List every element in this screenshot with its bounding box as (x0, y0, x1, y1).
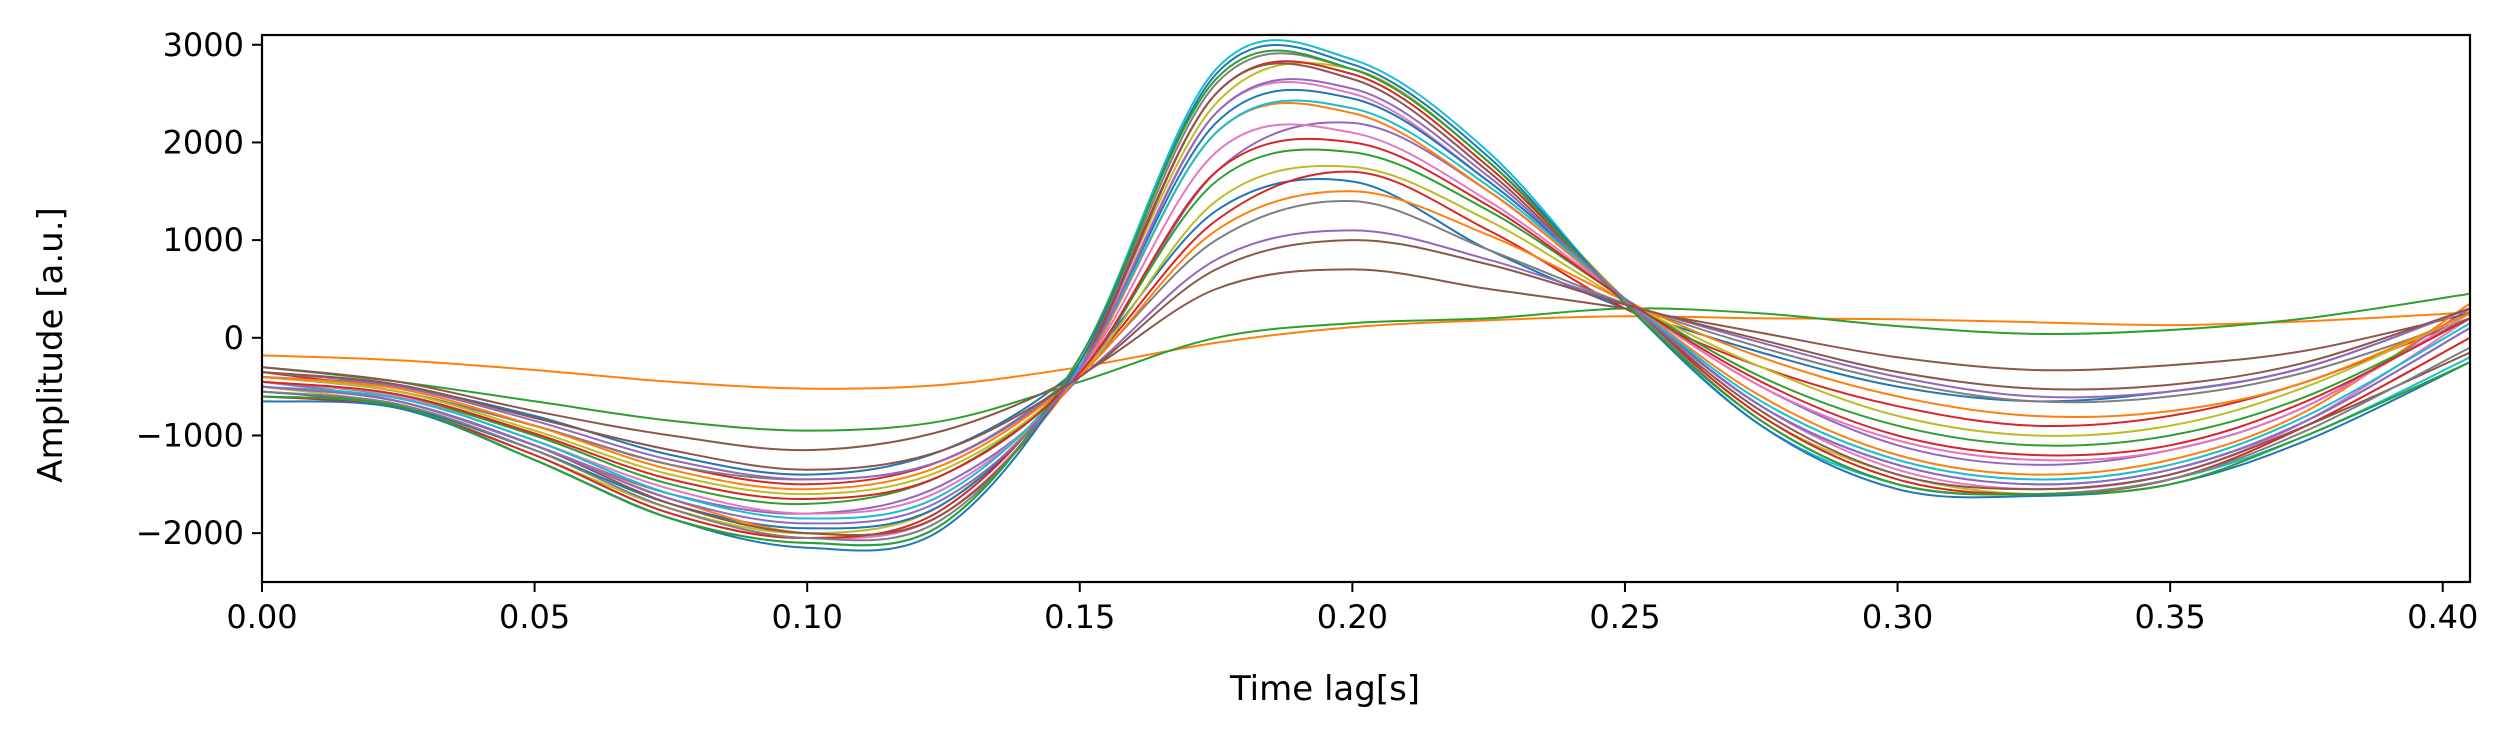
series-line-1 (262, 178, 2470, 476)
series-line-19 (262, 164, 2470, 496)
y-tick-label: 0 (224, 319, 244, 357)
y-axis-label: Amplitude [a.u.] (31, 207, 71, 483)
y-axis-ticks: −2000 −1000 0 1000 2000 3000 (136, 26, 262, 552)
y-tick-label: 3000 (163, 26, 244, 64)
x-axis-label: Time lag[s] (1229, 669, 1420, 709)
series-line-6 (262, 268, 2470, 452)
x-tick-label: 0.00 (226, 598, 297, 636)
series-layer (262, 39, 2470, 552)
series-line-20 (262, 99, 2470, 520)
x-tick-label: 0.10 (772, 598, 843, 636)
y-tick-label: −2000 (136, 514, 244, 552)
series-line-3 (262, 292, 2470, 432)
x-tick-label: 0.15 (1044, 598, 1115, 636)
axes-frame (260, 33, 2472, 584)
series-line-23 (262, 49, 2470, 547)
x-tick-label: 0.25 (1589, 598, 1660, 636)
series-line-16 (262, 62, 2470, 536)
y-tick-label: 1000 (163, 221, 244, 259)
series-line-13 (262, 148, 2470, 506)
x-tick-label: 0.40 (2407, 598, 2478, 636)
series-line-24 (262, 137, 2470, 501)
series-line-26 (262, 239, 2470, 471)
y-tick-label: 2000 (163, 123, 244, 161)
series-line-8 (262, 199, 2470, 481)
x-tick-label: 0.30 (1862, 598, 1933, 636)
series-line-22 (262, 190, 2470, 491)
x-tick-label: 0.05 (499, 598, 570, 636)
series-line-15 (262, 229, 2470, 481)
x-tick-label: 0.35 (2135, 598, 2206, 636)
series-line-17 (262, 123, 2470, 515)
x-tick-label: 0.20 (1317, 598, 1388, 636)
series-line-2 (262, 311, 2470, 390)
x-axis-ticks: 0.00 0.05 0.10 0.15 0.20 0.25 0.30 0.35 0.40 (226, 582, 2478, 636)
series-line-25 (262, 78, 2470, 525)
y-tick-label: −1000 (136, 416, 244, 454)
